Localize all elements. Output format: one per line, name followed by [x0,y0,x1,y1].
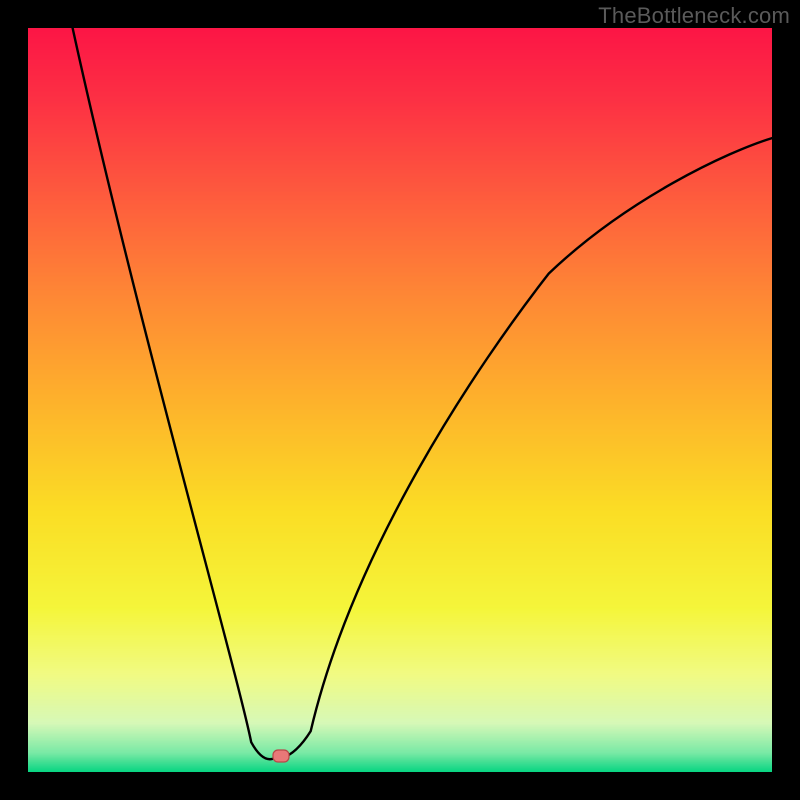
chart-root: TheBottleneck.com [0,0,800,800]
watermark-text: TheBottleneck.com [598,3,790,29]
plot-area [28,28,772,772]
bottleneck-curve [28,28,772,772]
curve-path [73,28,772,759]
minimum-marker [272,749,290,763]
marker-rect [273,750,289,762]
